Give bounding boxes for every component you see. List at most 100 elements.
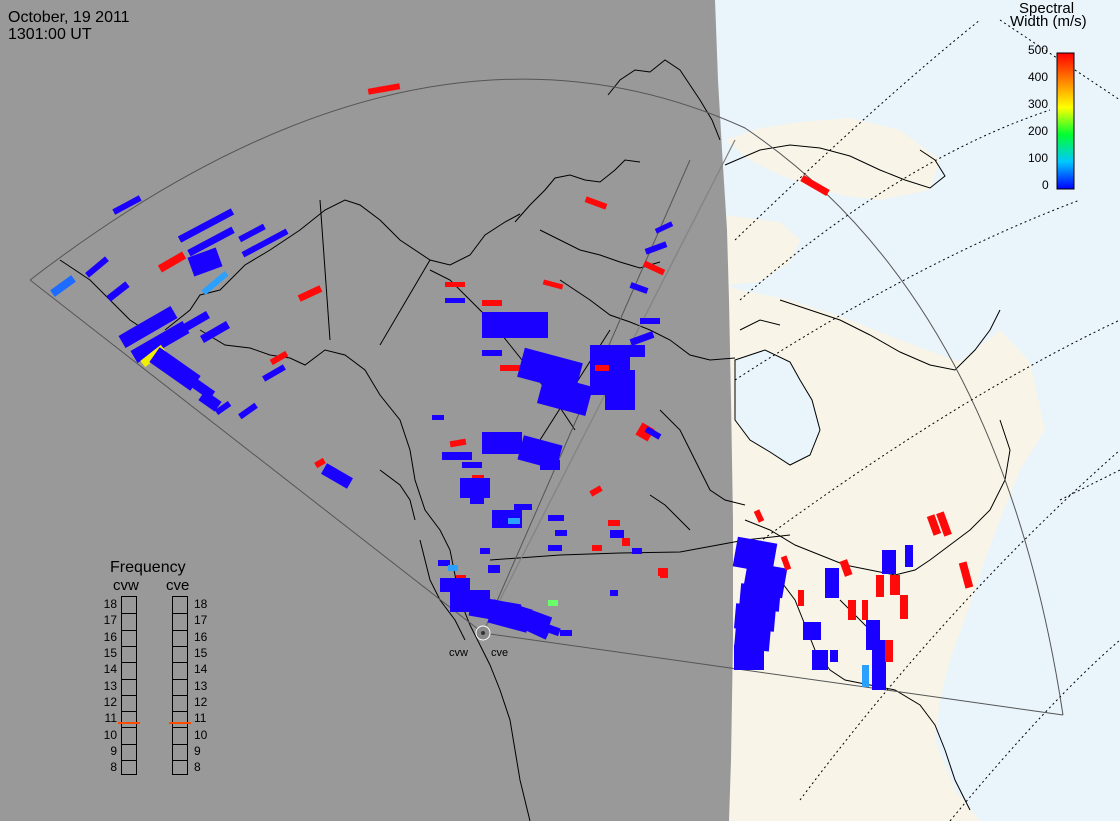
frequency-tick: 8	[194, 760, 201, 775]
frequency-radar-left: cvw	[113, 577, 139, 594]
data-cell	[825, 568, 839, 598]
frequency-tick: 12	[103, 694, 117, 709]
colorbar-tick: 200	[1028, 124, 1049, 138]
data-cell	[482, 350, 502, 356]
data-cell	[605, 370, 635, 410]
data-cell	[480, 548, 490, 554]
data-cell	[442, 452, 472, 460]
data-cell	[803, 622, 821, 640]
frequency-gridline	[122, 694, 136, 696]
data-cell	[482, 300, 502, 306]
data-cell	[548, 515, 564, 521]
data-cell	[654, 221, 674, 234]
data-cell	[610, 530, 624, 538]
hudson-bay	[734, 349, 821, 466]
frequency-tick: 15	[103, 646, 117, 661]
data-cell	[548, 600, 558, 606]
data-cell	[238, 402, 258, 420]
data-cell	[238, 223, 266, 243]
data-cell	[882, 550, 896, 574]
frequency-title: Frequency	[110, 559, 186, 576]
data-cell	[644, 426, 662, 440]
colorbar	[1056, 52, 1075, 190]
data-cell	[839, 559, 853, 577]
frequency-tick: 12	[194, 694, 208, 709]
data-cell	[610, 590, 618, 596]
frequency-indicator	[169, 721, 191, 724]
data-cell	[460, 478, 490, 498]
colorbar-title: Spectral	[1019, 0, 1075, 17]
data-cell	[732, 536, 778, 574]
data-cell	[548, 545, 562, 551]
data-cell	[500, 365, 520, 371]
frequency-gridline	[122, 743, 136, 745]
data-cell	[367, 83, 401, 95]
data-cell	[632, 548, 642, 554]
colorbar-tick: 0	[1042, 178, 1049, 192]
colorbar-tick: 500	[1028, 43, 1049, 57]
frequency-gridline	[173, 629, 187, 631]
data-cell	[560, 630, 572, 636]
frequency-tick: 15	[194, 646, 208, 661]
data-cell	[180, 311, 210, 333]
data-cell	[592, 545, 602, 551]
frequency-gridline	[173, 760, 187, 761]
data-cell	[445, 298, 465, 303]
data-cell	[536, 374, 594, 416]
data-cell	[753, 509, 765, 523]
data-cell	[830, 650, 838, 662]
data-cell	[635, 422, 655, 442]
data-cell	[321, 463, 353, 489]
data-cell	[50, 275, 76, 297]
frequency-tick: 8	[110, 760, 117, 775]
data-cell	[518, 614, 552, 640]
data-cell	[297, 285, 323, 302]
data-cell	[542, 279, 564, 290]
data-cell	[812, 650, 828, 670]
frequency-gridline	[173, 645, 187, 647]
frequency-radar-right: cve	[166, 577, 190, 594]
data-cell	[640, 318, 660, 324]
data-cell	[958, 561, 974, 589]
frequency-tick: 18	[194, 597, 208, 612]
radar-label-cve: cve	[491, 647, 509, 659]
night-region	[0, 0, 733, 821]
data-cell	[885, 640, 893, 662]
frequency-tick: 10	[194, 727, 208, 742]
coastlines	[59, 59, 1011, 821]
colorbar-tick: 300	[1028, 97, 1049, 111]
data-cell	[876, 575, 884, 597]
data-cell	[508, 518, 520, 524]
data-cell	[187, 247, 223, 277]
colorbar-title-units: Width (m/s)	[1010, 13, 1087, 30]
frequency-tick: 14	[194, 662, 208, 677]
frequency-tick: 11	[194, 711, 207, 726]
frequency-gridline	[122, 727, 136, 729]
data-cell	[241, 228, 289, 258]
grid-lines	[734, 19, 1120, 821]
frequency-tick: 11	[104, 711, 117, 726]
frequency-gridline	[173, 694, 187, 696]
data-cell	[462, 462, 482, 468]
data-cell	[449, 438, 467, 448]
data-cell	[482, 312, 548, 338]
data-cell	[448, 565, 458, 571]
data-cell	[629, 331, 655, 346]
data-cell	[201, 271, 229, 295]
frequency-gridline	[122, 613, 136, 615]
colorbar-tick: 400	[1028, 70, 1049, 84]
data-cell	[625, 345, 645, 357]
frequency-gridline	[173, 613, 187, 615]
data-cell	[733, 623, 772, 652]
frequency-tick: 16	[194, 629, 208, 644]
data-cell	[514, 504, 532, 510]
data-cell	[187, 226, 235, 257]
data-cell	[445, 282, 465, 287]
data-cell	[540, 460, 560, 470]
data-cell	[539, 621, 561, 637]
data-cell	[118, 305, 178, 349]
data-cell	[936, 511, 952, 537]
data-cell	[644, 241, 668, 255]
